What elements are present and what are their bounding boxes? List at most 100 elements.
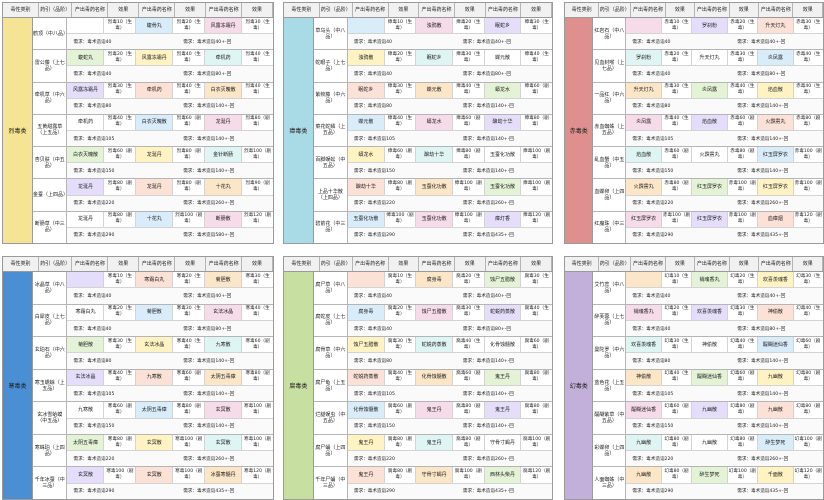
- requirement-text: 需求：毒术造诣40: [353, 71, 392, 77]
- recipe-detail: 鬼王丹 腐毒80（剧毒） 鬼王丹 腐毒80（剧毒） 守骨寸蝎丹 腐毒100（剧毒） 需求：毒…: [347, 434, 552, 467]
- ingredient-cell: 腐尸蛹（上四品）: [314, 434, 348, 467]
- ingredient-cell: 烂腿蜈虫（中五品）: [314, 402, 348, 434]
- product-name: [67, 272, 105, 288]
- requirement-text: 需求：毒术造诣220: [73, 456, 115, 462]
- recipe-row: 牵机草（中六品） 风露冻霜丹 烈毒30（生毒） 牵机药 烈毒40（生毒） 白衣灭魄散 烈毒4…: [33, 82, 273, 115]
- ingredient-cell: 牵机草（中六品）: [33, 82, 68, 114]
- recipe-detail: 浊鸦散 瘴毒20（生毒） 眠蛇乡 瘴毒30（生毒） 蝶元散 瘴毒40（生毒） 需求：毒术造诣…: [347, 50, 552, 82]
- product-row: 玉蚕化功散 瘴毒100（剧毒） 玉蚕化功散 瘴毒100（剧毒） 瘴灯香 瘴毒120（剧毒）: [347, 211, 552, 228]
- requirement-row: 需求：毒术造诣150 需求：毒术造诣140+-回: [347, 163, 552, 179]
- product-name: 太阴五毒瘴: [205, 369, 243, 386]
- requirement-text-extended: 需求：毒术造诣140+-回: [737, 104, 789, 110]
- requirement-row: 需求：毒术造诣150 需求：毒术造诣140+-回: [67, 418, 273, 434]
- recipe-detail: 眠蛇乡 瘴毒30（生毒） 蝶元散 瘴毒40（生毒） 蟒龙水 瘴毒60（剧毒） 需求：毒术造诣…: [347, 82, 552, 114]
- recipe-detail: 红玉屏罗衣 赤毒100（剧毒） 红玉屏罗衣 赤毒100（剧毒） 血瘴烟 赤毒120（剧毒）…: [626, 211, 823, 243]
- requirement-row: 需求：毒术造诣150 需求：毒术造诣140+-回: [347, 418, 552, 434]
- product-name: 龙涎丹: [136, 147, 174, 163]
- category-cell: 寒毒类: [3, 272, 34, 499]
- requirement-row: 需求：毒术造诣150 需求：毒术造诣140+-回: [67, 163, 273, 179]
- product-name: 龙涎丹: [67, 179, 105, 195]
- product-name: 九幽散: [692, 434, 728, 451]
- ingredient-cell: 碧箭花（中三品）: [314, 211, 348, 243]
- product-row: 九寒散 寒毒60（剧毒） 太阴五毒瘴 寒毒80（剧毒） 玄冥散 寒毒100（剧毒）: [67, 402, 273, 419]
- effect-value: 腐毒40（生毒）: [453, 337, 485, 353]
- requirement-row: 需求：毒术造诣150 需求：毒术造诣140+-回: [626, 163, 823, 179]
- recipe-detail: 神偷散 幻毒40（生毒） 醍醐迷仙香 幻毒60（剧毒） 九幽散 幻毒80（剧毒） 需求：毒术…: [626, 369, 823, 402]
- ingredient-cell: 人面蜘蛛（中三品）: [593, 467, 627, 499]
- effect-value: 幻毒120（剧毒）: [794, 469, 822, 481]
- product-name: 血瘴烟: [758, 211, 794, 227]
- effect-value: 赤毒120（剧毒）: [794, 213, 822, 225]
- effect-value: 赤毒40（生毒）: [662, 114, 693, 130]
- product-name: 玄法冰晶: [67, 369, 105, 386]
- effect-value: 腐毒30（生毒）: [524, 273, 549, 285]
- poison-panel-0: 毒性类别 药引（品阶） 产出毒药名称 效果 产出毒药名称 效果 产出毒药名称 效果 烈毒类 鹤顶（…: [2, 2, 274, 244]
- requirement-text-extended: 需求：毒术造诣140+-回: [183, 359, 235, 365]
- recipe-row: 千年尸蛹（中三品） 鬼王丹 腐毒80（剧毒） 守骨寸蝎丹 腐毒100（剧毒） 西林头柴丹腐…: [314, 467, 552, 499]
- product-row: 九幽散 幻毒80（剧毒） 醉生梦死 幻毒100（剧毒） 千面散 幻毒120（剧毒）: [626, 467, 823, 484]
- requirement-text-extended: 需求：毒术造诣40+-回: [183, 39, 232, 45]
- header-cell: 效果: [175, 3, 207, 17]
- recipe-detail: 醍醐迷仙香 幻毒60（剧毒） 九幽散 幻毒80（剧毒） 九幽散 幻毒80（剧毒） 需求：毒术…: [626, 402, 823, 434]
- header-cell: 产出毒药名称: [695, 257, 730, 271]
- effect-value: 烈毒60（剧毒）: [104, 147, 137, 163]
- recipe-row: 玄珀石（中六品） 菊胆散 寒毒30（生毒） 玄法冰晶 寒毒40（生毒） 九寒散 寒毒60（剧…: [33, 337, 273, 370]
- recipe-grid: 腐尸草（中八品） 腐毒10（生毒） 腐身毒 腐毒20（生毒） 蚀尸五腊散 腐毒30（生毒）…: [313, 272, 552, 499]
- effect-value: 赤毒100（剧毒）: [728, 211, 759, 227]
- ingredient-cell: 血蝶卵（上四品）: [593, 179, 627, 211]
- product-name: 断肠散: [205, 211, 243, 227]
- effect-value: 赤毒80（剧毒）: [662, 179, 693, 195]
- product-name: 欢喜羡魂香: [692, 304, 728, 320]
- requirement-text-extended: 需求：毒术造诣40+-回: [462, 39, 511, 45]
- requirement-row: 需求：毒术造诣40 需求：毒术造诣40+-回: [626, 34, 823, 50]
- product-name: 千面散: [758, 467, 794, 483]
- requirement-text: 需求：毒术造诣220: [353, 201, 395, 207]
- header-cell: 效果: [666, 257, 696, 271]
- requirement-text: 需求：毒术造诣80: [353, 104, 392, 110]
- effect-value: 赤毒20（生毒）: [662, 50, 693, 66]
- effect-value: 瘴毒40（生毒）: [385, 114, 417, 130]
- requirement-row: 需求：毒术造诣40 需求：毒术造诣80+-回: [347, 320, 552, 337]
- effect-value: 赤毒30（生毒）: [796, 19, 821, 31]
- header-cell: 效果: [108, 3, 140, 17]
- product-name: 白衣灭魄散: [205, 82, 243, 98]
- product-name: 九寒散: [136, 369, 174, 386]
- product-name: 九寒散: [205, 337, 243, 353]
- product-name: 风露冻霜丹: [205, 18, 243, 34]
- product-row: 销魂香丸 幻毒20（生毒） 欢喜羡魂香 幻毒30（生毒） 神偷散 幻毒40（生毒）: [626, 304, 823, 321]
- product-name: 火霹雳丸: [626, 179, 662, 195]
- product-name: 九幽散: [692, 402, 728, 418]
- recipe-row: 百脚蜈蚣（中五品） 蟒龙水 瘴毒60（剧毒） 酿劫十华 瘴毒80（剧毒） 玉蚕化功散 瘴毒1…: [313, 147, 552, 180]
- recipe-detail: 幻毒10（生毒） 销魂香丸 幻毒20（生毒） 欢喜羡魂香 幻毒30（生毒） 需求：毒术造诣…: [626, 272, 823, 304]
- ingredient-cell: 上品十华散（上四品）: [314, 179, 348, 211]
- recipe-detail: 化骨蚀髓散 腐毒60（剧毒） 鬼王丹 腐毒80（剧毒） 鬼王丹 腐毒80（剧毒） 需求：毒术…: [347, 402, 552, 434]
- product-name: 金针断肠: [205, 147, 243, 163]
- header-cell: 产出毒药名称: [419, 3, 455, 17]
- requirement-text: 需求：毒术造诣290: [632, 489, 674, 495]
- effect-value: 腐毒80（剧毒）: [385, 467, 417, 483]
- header-cell: 效果: [455, 3, 486, 17]
- effect-value: 幻毒60（剧毒）: [728, 369, 759, 386]
- ingredient-cell: 五黄甜露草（上五品）: [33, 114, 68, 147]
- product-name: [626, 272, 662, 288]
- header-cell: 产出毒药名称: [139, 257, 176, 271]
- requirement-text: 需求：毒术造诣290: [353, 233, 395, 239]
- product-row: 太阴五毒瘴 寒毒80（剧毒） 玄冥散 寒毒100（剧毒） 玄冥散 寒毒100（剧毒）: [67, 434, 273, 452]
- product-name: 化骨蚀髓散: [484, 337, 522, 353]
- requirement-text: 需求：毒术造诣80: [73, 104, 112, 110]
- product-name: 罗刹粉: [626, 50, 662, 66]
- recipe-detail: 腐毒10（生毒） 腐身毒 腐毒20（生毒） 蚀尸五腊散 腐毒30（生毒） 需求：毒术造诣4…: [347, 272, 552, 304]
- product-name: 蚀尸五腊散: [416, 304, 454, 320]
- product-name: 蟒龙水: [484, 82, 522, 98]
- effect-value: 烈毒80（剧毒）: [104, 179, 137, 195]
- ingredient-cell: 千年冰蚕（中三品）: [33, 467, 68, 499]
- requirement-text-extended: 需求：毒术造诣80+-回: [462, 326, 511, 332]
- effect-value: 瘴毒80（剧毒）: [385, 179, 417, 195]
- requirement-text: 需求：毒术造诣220: [73, 201, 115, 207]
- requirement-text-extended: 需求：毒术造诣435+-回: [462, 233, 514, 239]
- product-name: 玄法冰晶: [205, 304, 243, 320]
- recipe-detail: 寒霜白丸 寒毒20（生毒） 菊胆散 寒毒30（生毒） 玄法冰晶 寒毒40（生毒） 需求：毒术…: [67, 304, 273, 337]
- recipe-row: 雷公藤（上七品） 蝮蛇丸 烈毒20（生毒） 风露冻霜丹 烈毒40（生毒） 牵机药 烈毒40（…: [33, 50, 273, 83]
- product-name: 寒霜白丸: [67, 304, 105, 320]
- requirement-text: 需求：毒术造诣40: [353, 39, 392, 45]
